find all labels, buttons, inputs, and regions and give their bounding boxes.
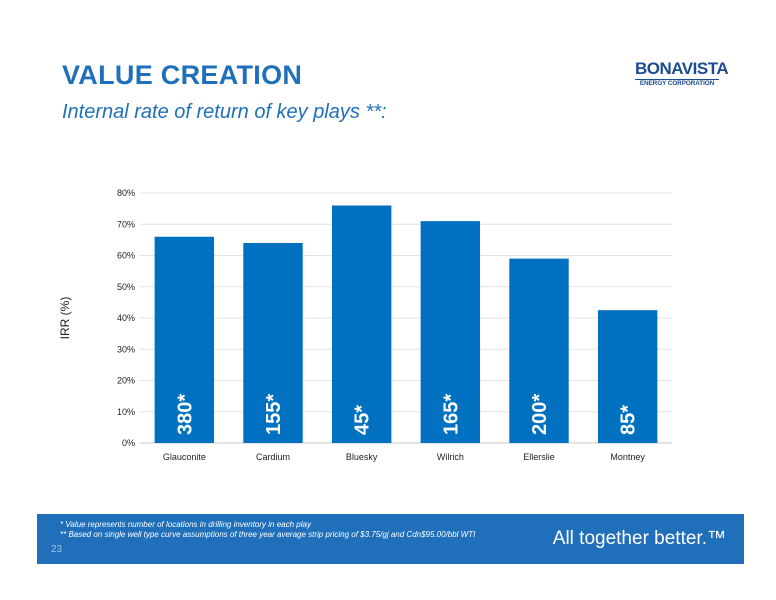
bar	[597, 310, 658, 443]
page-subtitle: Internal rate of return of key plays **:	[62, 101, 387, 123]
y-tick-label: 40%	[117, 313, 135, 323]
bar	[331, 205, 392, 443]
y-tick-label: 0%	[122, 438, 135, 448]
logo-name: BONAVISTA	[635, 59, 729, 78]
bar-label: 200*	[529, 394, 551, 435]
bar-label: 165*	[440, 394, 462, 435]
y-axis-label: IRR (%)	[58, 297, 72, 340]
tagline: All together better.™	[552, 528, 726, 549]
y-tick-label: 20%	[117, 376, 135, 386]
bar-label: 85*	[618, 405, 640, 435]
y-tick-label: 30%	[117, 344, 135, 354]
page-title: VALUE CREATION	[62, 60, 303, 90]
x-tick-label: Ellerslie	[523, 452, 555, 462]
bar	[509, 258, 569, 443]
y-tick-label: 60%	[117, 251, 135, 261]
x-tick-label: Cardium	[256, 452, 290, 462]
y-tick-label: 70%	[117, 219, 135, 229]
bar-label: 155*	[263, 394, 285, 435]
logo-subtitle: ENERGY CORPORATION	[639, 80, 715, 87]
bar-label: 45*	[352, 405, 374, 435]
footnote-pricing: ** Based on single well type curve assum…	[60, 530, 476, 539]
x-tick-label: Bluesky	[346, 452, 378, 462]
x-tick-label: Glauconite	[163, 452, 206, 462]
company-logo: BONAVISTA ENERGY CORPORATION	[635, 59, 729, 88]
y-tick-label: 50%	[117, 282, 135, 292]
bar	[243, 243, 303, 443]
y-tick-label: 80%	[117, 188, 135, 198]
bar-label: 380*	[174, 394, 196, 435]
x-tick-label: Wilrich	[437, 452, 464, 462]
x-tick-label: Montney	[610, 452, 645, 462]
y-tick-label: 10%	[117, 407, 135, 417]
footnote-locations: * Value represents number of locations i…	[60, 520, 311, 529]
logo-divider	[635, 79, 719, 80]
page-number: 23	[51, 544, 63, 555]
bar	[420, 221, 481, 443]
bar	[154, 236, 215, 443]
footer-band: * Value represents number of locations i…	[37, 514, 744, 564]
